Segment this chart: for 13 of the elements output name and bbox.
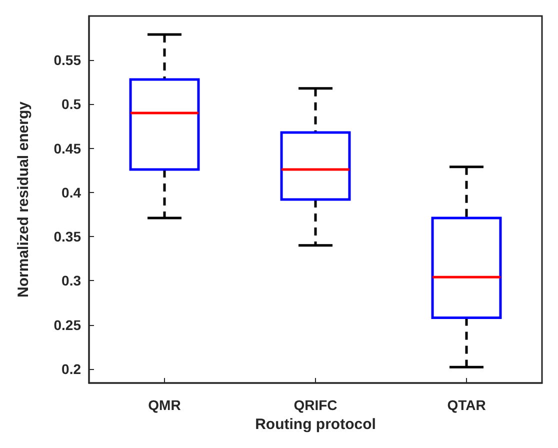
y-axis-title: Normalized residual energy <box>15 100 32 298</box>
y-tick-label: 0.55 <box>54 52 82 68</box>
x-axis-title: Routing protocol <box>255 416 376 433</box>
y-tick-label: 0.5 <box>62 96 82 112</box>
y-tick-label: 0.2 <box>62 360 82 377</box>
x-tick-label: QMR <box>148 397 181 413</box>
y-tick-label: 0.4 <box>62 184 82 200</box>
y-tick-label: 0.35 <box>54 228 82 245</box>
y-tick-label: 0.25 <box>54 316 82 333</box>
y-tick-label: 0.45 <box>54 140 82 156</box>
x-tick-label: QRIFC <box>294 397 338 413</box>
x-tick-label: QTAR <box>447 397 486 413</box>
y-tick-label: 0.3 <box>62 272 82 289</box>
